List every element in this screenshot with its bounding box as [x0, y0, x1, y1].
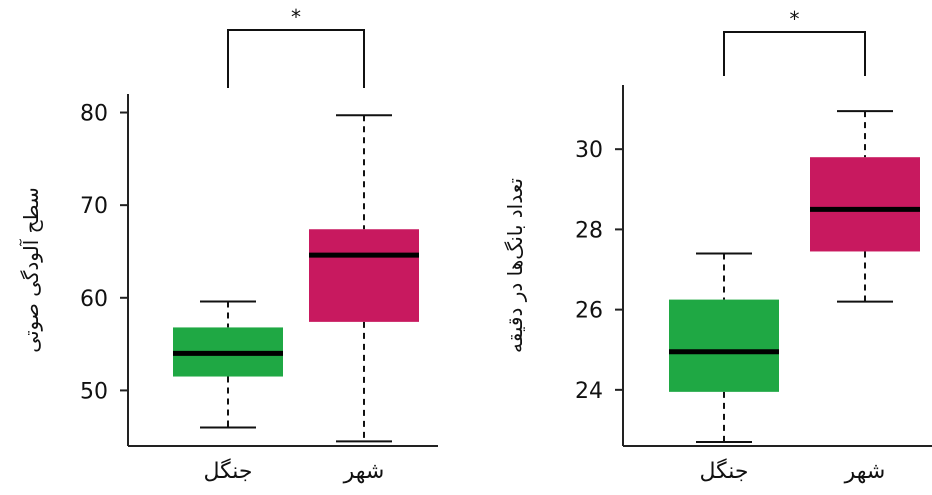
- noise-level-chart: 50 60 70 80 سطح آلودگی صوتی جنگل شهر *: [18, 5, 438, 484]
- y-tick-label: 70: [80, 194, 108, 219]
- box-city: [309, 229, 419, 322]
- category-label: جنگل: [203, 458, 252, 484]
- category-label: شهر: [844, 459, 886, 484]
- category-label: جنگل: [699, 458, 748, 484]
- significance-bracket: [227, 29, 365, 88]
- significance-star: *: [291, 5, 301, 29]
- y-tick-label: 24: [575, 379, 603, 404]
- significance-bracket: [723, 31, 866, 76]
- y-tick-label: 80: [80, 102, 108, 127]
- y-tick-label: 26: [575, 299, 603, 324]
- box-city: [810, 157, 920, 252]
- box-forest: [669, 299, 779, 392]
- y-axis-title: تعداد بانگ‌ها در دقیقه: [503, 178, 527, 353]
- significance-star: *: [790, 7, 800, 31]
- calls-per-minute-chart: 24 26 28 30 تعداد بانگ‌ها در دقیقه جنگل شهر *: [503, 7, 932, 484]
- y-axis-title: سطح آلودگی صوتی: [18, 187, 43, 352]
- y-tick-label: 60: [80, 287, 108, 312]
- y-tick-label: 50: [80, 379, 108, 404]
- category-label: شهر: [343, 459, 385, 484]
- y-tick-label: 28: [575, 218, 603, 243]
- y-tick-label: 30: [575, 138, 603, 163]
